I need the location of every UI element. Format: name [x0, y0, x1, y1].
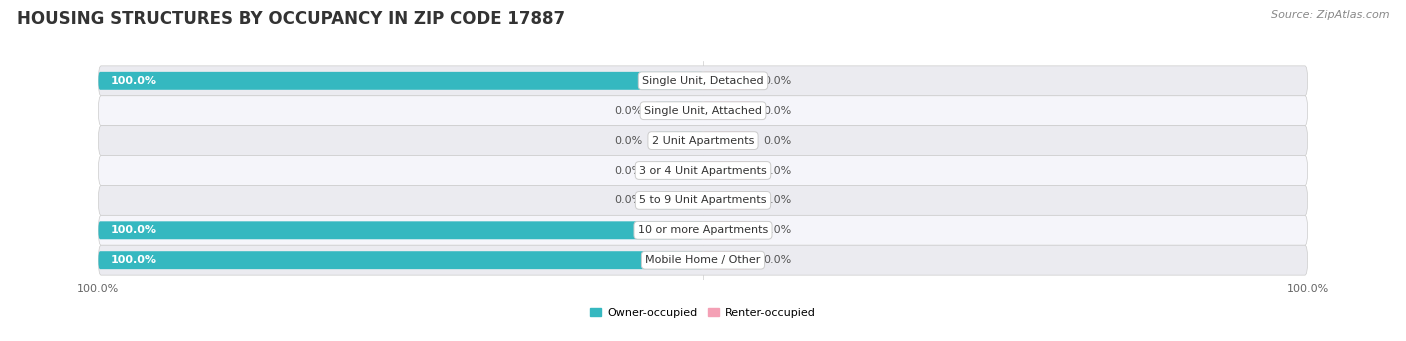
- Text: HOUSING STRUCTURES BY OCCUPANCY IN ZIP CODE 17887: HOUSING STRUCTURES BY OCCUPANCY IN ZIP C…: [17, 10, 565, 28]
- FancyBboxPatch shape: [98, 125, 1308, 155]
- Legend: Owner-occupied, Renter-occupied: Owner-occupied, Renter-occupied: [586, 303, 820, 322]
- FancyBboxPatch shape: [98, 155, 1308, 186]
- Text: 0.0%: 0.0%: [614, 136, 643, 146]
- FancyBboxPatch shape: [98, 216, 1308, 245]
- Text: Single Unit, Detached: Single Unit, Detached: [643, 76, 763, 86]
- Text: 0.0%: 0.0%: [614, 195, 643, 205]
- FancyBboxPatch shape: [703, 251, 751, 269]
- FancyBboxPatch shape: [98, 66, 1308, 96]
- Text: 5 to 9 Unit Apartments: 5 to 9 Unit Apartments: [640, 195, 766, 205]
- Text: 0.0%: 0.0%: [763, 136, 792, 146]
- FancyBboxPatch shape: [655, 102, 703, 120]
- FancyBboxPatch shape: [703, 191, 751, 209]
- Text: 0.0%: 0.0%: [763, 195, 792, 205]
- FancyBboxPatch shape: [655, 191, 703, 209]
- Text: 2 Unit Apartments: 2 Unit Apartments: [652, 136, 754, 146]
- FancyBboxPatch shape: [98, 186, 1308, 216]
- Text: 100.0%: 100.0%: [111, 76, 156, 86]
- Text: 0.0%: 0.0%: [763, 165, 792, 176]
- Text: 3 or 4 Unit Apartments: 3 or 4 Unit Apartments: [640, 165, 766, 176]
- Text: Single Unit, Attached: Single Unit, Attached: [644, 106, 762, 116]
- FancyBboxPatch shape: [703, 72, 751, 90]
- FancyBboxPatch shape: [655, 132, 703, 150]
- FancyBboxPatch shape: [98, 245, 1308, 275]
- Text: 0.0%: 0.0%: [763, 225, 792, 235]
- FancyBboxPatch shape: [655, 162, 703, 179]
- Text: 0.0%: 0.0%: [614, 165, 643, 176]
- Text: 0.0%: 0.0%: [763, 106, 792, 116]
- Text: 0.0%: 0.0%: [763, 255, 792, 265]
- FancyBboxPatch shape: [98, 96, 1308, 125]
- FancyBboxPatch shape: [703, 132, 751, 150]
- Text: 0.0%: 0.0%: [614, 106, 643, 116]
- FancyBboxPatch shape: [703, 162, 751, 179]
- Text: 100.0%: 100.0%: [111, 255, 156, 265]
- Text: 100.0%: 100.0%: [111, 225, 156, 235]
- Text: Mobile Home / Other: Mobile Home / Other: [645, 255, 761, 265]
- FancyBboxPatch shape: [98, 72, 703, 90]
- FancyBboxPatch shape: [703, 102, 751, 120]
- Text: 10 or more Apartments: 10 or more Apartments: [638, 225, 768, 235]
- FancyBboxPatch shape: [98, 221, 703, 239]
- Text: 0.0%: 0.0%: [763, 76, 792, 86]
- FancyBboxPatch shape: [98, 251, 703, 269]
- FancyBboxPatch shape: [703, 221, 751, 239]
- Text: Source: ZipAtlas.com: Source: ZipAtlas.com: [1271, 10, 1389, 20]
